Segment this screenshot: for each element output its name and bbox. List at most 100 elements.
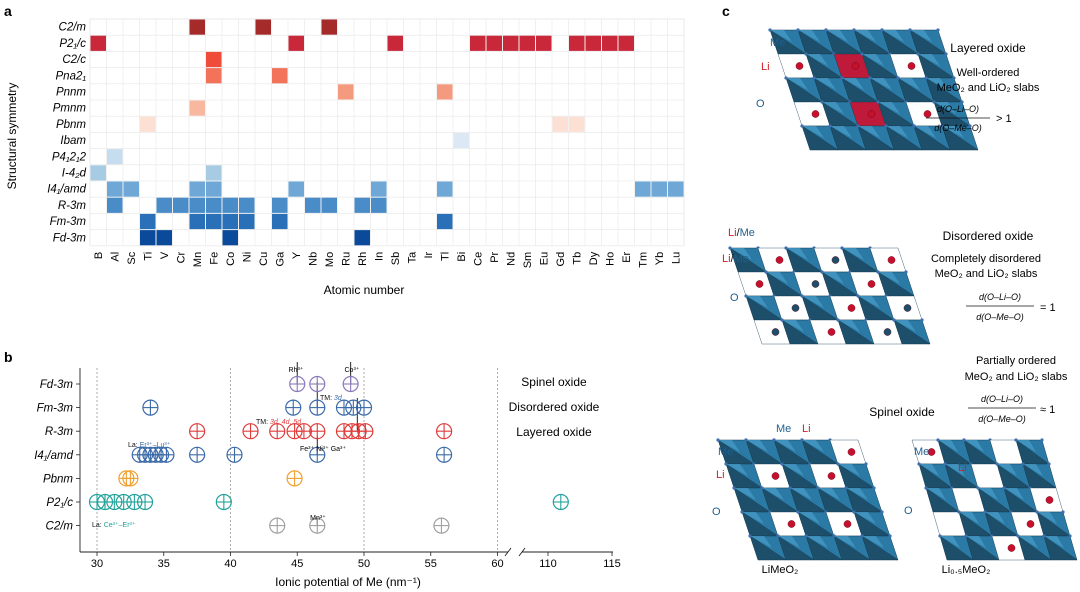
o-atom	[872, 486, 876, 490]
octahedron-highlight	[898, 78, 920, 90]
o-atom	[888, 534, 892, 538]
octahedron-highlight	[945, 464, 965, 476]
x-tick-label: 30	[91, 558, 103, 570]
heatmap-col-label: Nd	[506, 252, 518, 266]
li-atom	[927, 448, 936, 456]
o-atom	[716, 438, 720, 442]
heatmap-cell	[470, 35, 486, 51]
li-atom	[867, 280, 876, 288]
data-point	[309, 375, 326, 393]
layered-title: Layered oxide	[950, 41, 1026, 55]
annot-rh: Rh³⁺	[289, 366, 304, 374]
o-atom	[724, 462, 728, 466]
data-point	[189, 446, 206, 463]
octahedron-highlight	[838, 320, 860, 332]
heatmap-cell	[288, 181, 304, 197]
data-point	[189, 423, 206, 440]
octahedron-highlight	[870, 78, 892, 90]
o-atom	[744, 438, 748, 442]
heatmap-cell	[354, 197, 370, 213]
o-atom	[840, 246, 844, 250]
heatmap-cell	[618, 35, 634, 51]
heatmap-col-label: Y	[291, 251, 303, 259]
spinel-label-o-right: O	[904, 505, 913, 517]
o-atom	[960, 100, 964, 104]
octahedron-highlight	[730, 248, 752, 260]
heatmap-col-label: Ta	[407, 251, 419, 263]
heatmap-cell	[140, 230, 156, 246]
octahedron-highlight	[782, 320, 804, 332]
heatmap-col-label: Sc	[126, 251, 138, 264]
heatmap-col-label: Ru	[341, 252, 353, 266]
octahedron-highlight	[778, 536, 800, 548]
heatmap-col-label: Ho	[605, 252, 617, 266]
octahedron-highlight	[786, 78, 808, 90]
o-atom	[788, 486, 792, 490]
heatmap-col-label: Dy	[588, 251, 600, 265]
layered-label-me: Me	[770, 37, 785, 49]
heatmap-cell	[140, 116, 156, 132]
data-point	[552, 493, 569, 511]
o-atom	[892, 318, 896, 322]
o-atom	[964, 534, 968, 538]
octahedron-highlight	[790, 488, 812, 500]
x-tick-label: 45	[291, 558, 303, 570]
heatmap-col-label: Ni	[242, 252, 254, 262]
o-atom	[1035, 510, 1039, 514]
heatmap-col-label: Eu	[539, 252, 551, 265]
heatmap-col-label: Cr	[176, 251, 188, 263]
o-atom	[760, 486, 764, 490]
spinel-ratio-den: d(O–Me–O)	[978, 414, 1026, 424]
layered-relation: > 1	[996, 113, 1012, 125]
li-atom	[827, 472, 836, 480]
spinel-label-me-top: Me	[776, 423, 791, 435]
o-atom	[784, 76, 788, 80]
x-tick-label: 110	[539, 558, 557, 570]
heatmap-cell	[206, 213, 222, 230]
heatmap-col-label: Lu	[671, 252, 683, 264]
octahedron-highlight	[842, 78, 864, 90]
heatmap-col-label: Nb	[308, 252, 320, 266]
octahedron-highlight	[978, 488, 998, 500]
octahedron-face	[857, 125, 895, 151]
heatmap-col-label: Sb	[390, 252, 402, 265]
octahedron-face	[837, 319, 875, 345]
layered-ratio-num: d(O–Li–O)	[937, 104, 979, 114]
heatmap-cell	[90, 165, 106, 181]
o-atom	[860, 52, 864, 56]
heatmap-cell	[321, 19, 337, 35]
li-atom	[847, 304, 856, 312]
heatmap-cell	[272, 197, 288, 213]
octahedron-highlight	[798, 30, 820, 42]
octahedron-highlight	[914, 126, 936, 138]
octahedron-highlight	[802, 126, 824, 138]
heatmap-row-label: Pbnm	[56, 119, 86, 131]
o-atom	[780, 462, 784, 466]
heatmap-cell	[536, 35, 552, 51]
y-tick-label: Fm-3m	[37, 403, 74, 415]
heatmap-cell	[635, 181, 651, 197]
o-atom	[1016, 534, 1020, 538]
octahedron-highlight	[934, 102, 956, 114]
o-atom	[728, 246, 732, 250]
y-tick-label: I4₁/amd	[34, 450, 73, 462]
o-atom	[1040, 438, 1044, 442]
o-atom	[804, 534, 808, 538]
li-atom	[1026, 520, 1035, 528]
o-atom	[852, 510, 856, 514]
heatmap-cell	[288, 35, 304, 51]
heatmap-cell	[371, 197, 387, 213]
octahedron-face	[885, 125, 923, 151]
heatmap-row-label: Fm-3m	[50, 216, 87, 228]
octahedron-face	[801, 125, 839, 151]
li-atom	[1045, 496, 1054, 504]
octahedron-highlight	[966, 536, 986, 548]
disordered-label-o: O	[730, 292, 739, 304]
o-atom	[952, 76, 956, 80]
data-point	[436, 423, 453, 440]
data-point	[309, 399, 326, 416]
octahedron-highlight	[882, 30, 904, 42]
layered-label-li: Li	[761, 61, 770, 73]
heatmap-cell	[371, 181, 387, 197]
